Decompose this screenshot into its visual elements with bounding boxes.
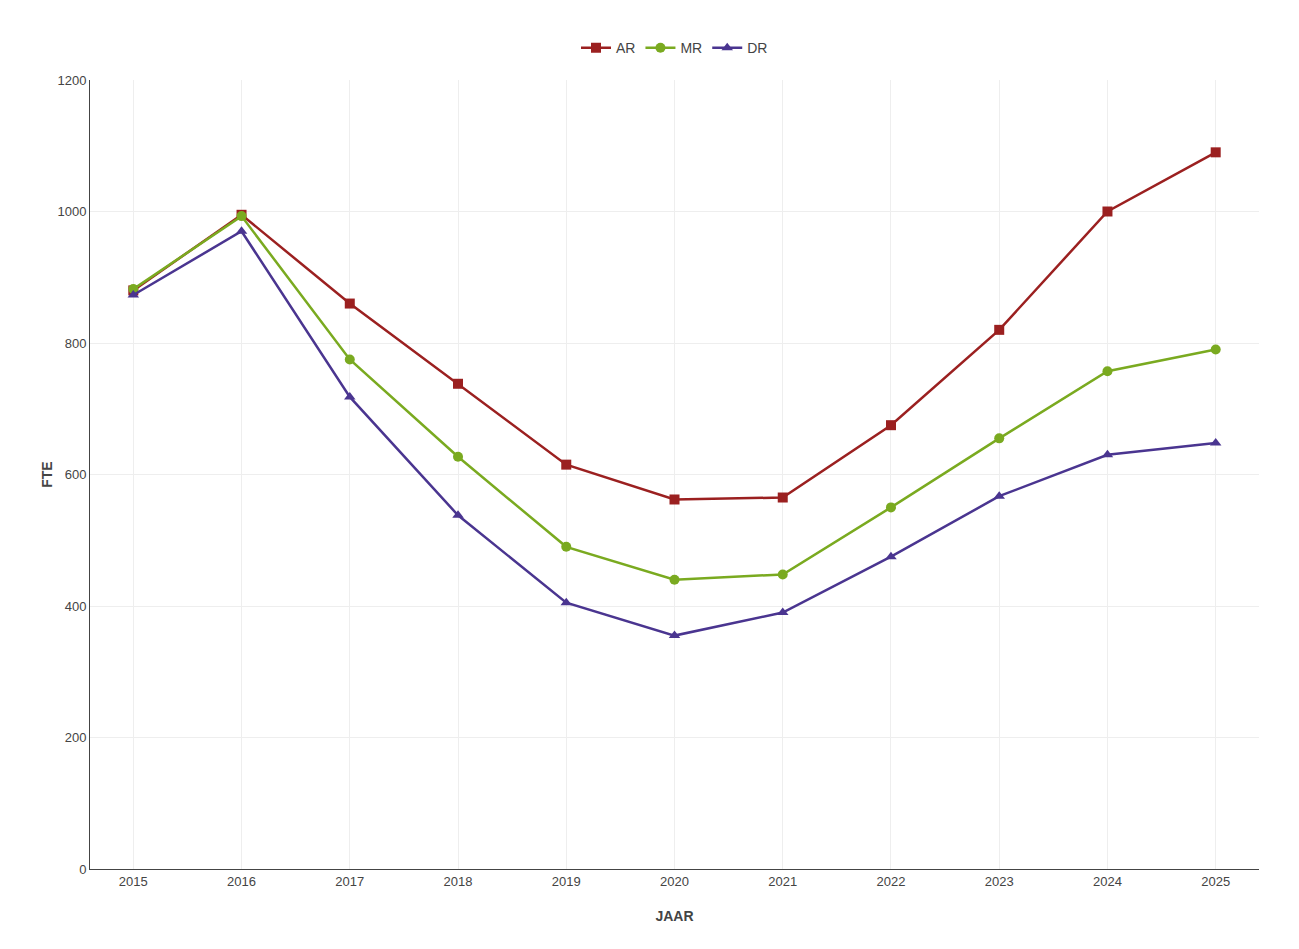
svg-text:DR: DR — [747, 40, 767, 56]
svg-text:2019: 2019 — [552, 874, 581, 889]
svg-text:2017: 2017 — [335, 874, 364, 889]
svg-text:400: 400 — [65, 599, 87, 614]
svg-text:2018: 2018 — [444, 874, 473, 889]
svg-text:2022: 2022 — [877, 874, 906, 889]
svg-text:2025: 2025 — [1201, 874, 1230, 889]
svg-text:2020: 2020 — [660, 874, 689, 889]
svg-text:2016: 2016 — [227, 874, 256, 889]
svg-text:JAAR: JAAR — [655, 908, 693, 924]
svg-text:200: 200 — [65, 730, 87, 745]
svg-text:MR: MR — [680, 40, 702, 56]
svg-text:AR: AR — [616, 40, 635, 56]
svg-text:2015: 2015 — [119, 874, 148, 889]
svg-text:2024: 2024 — [1093, 874, 1122, 889]
svg-text:2021: 2021 — [768, 874, 797, 889]
svg-text:FTE: FTE — [39, 461, 55, 487]
svg-text:2023: 2023 — [985, 874, 1014, 889]
svg-text:800: 800 — [65, 336, 87, 351]
svg-text:1200: 1200 — [57, 73, 86, 88]
svg-text:0: 0 — [79, 862, 86, 877]
svg-text:600: 600 — [65, 467, 87, 482]
svg-text:1000: 1000 — [57, 204, 86, 219]
